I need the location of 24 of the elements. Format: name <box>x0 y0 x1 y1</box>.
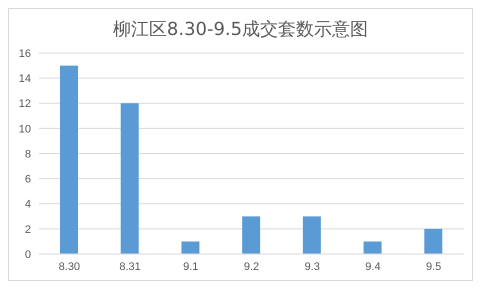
x-tick-label: 9.4 <box>365 260 381 273</box>
y-tick-label: 6 <box>24 174 31 186</box>
y-tick-label: 2 <box>24 224 31 236</box>
x-tick-label: 9.5 <box>426 260 442 273</box>
y-tick-label: 12 <box>18 98 31 110</box>
bar <box>424 228 442 254</box>
bar <box>181 241 200 254</box>
bar <box>364 241 382 254</box>
y-tick-label: 10 <box>18 123 31 136</box>
x-tick-label: 9.2 <box>244 260 260 273</box>
y-tick-label: 16 <box>18 48 31 60</box>
bar <box>120 103 139 254</box>
y-tick-label: 0 <box>24 248 31 261</box>
chart-title: 柳江区8.30-9.5成交套数示意图 <box>112 18 370 42</box>
x-tick-label: 8.30 <box>58 260 80 273</box>
x-tick-label: 8.31 <box>119 260 141 273</box>
bar <box>60 66 78 254</box>
y-tick-label: 8 <box>24 148 31 160</box>
x-tick-label: 9.3 <box>304 260 320 273</box>
y-tick-label: 4 <box>24 198 31 211</box>
x-tick-label: 9.1 <box>183 260 198 273</box>
bar <box>242 216 260 254</box>
y-tick-label: 14 <box>18 73 31 86</box>
bar <box>302 216 321 254</box>
